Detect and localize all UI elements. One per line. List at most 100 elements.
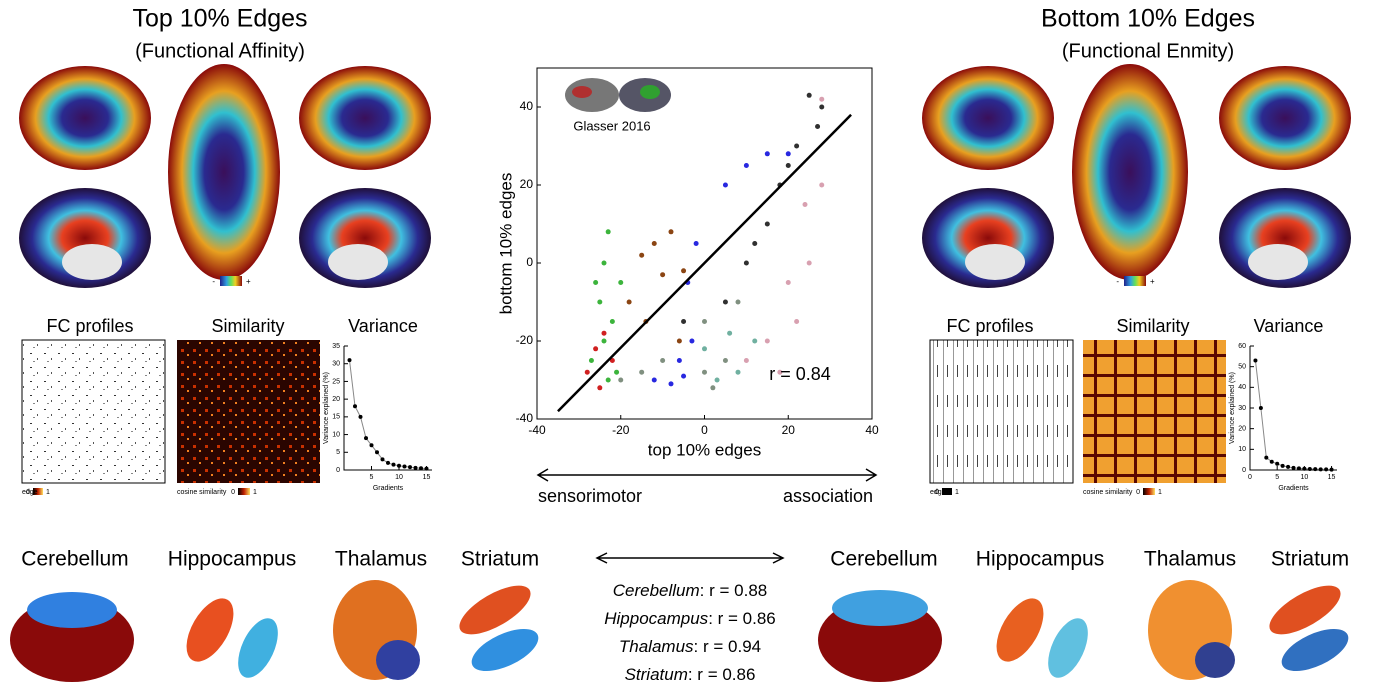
point — [626, 299, 632, 305]
point — [419, 466, 423, 471]
y-tick-label: 0 — [526, 255, 533, 269]
point — [601, 260, 607, 266]
point — [727, 330, 733, 336]
y-tick-label: 40 — [1238, 384, 1246, 391]
point — [386, 460, 390, 465]
arrows — [536, 468, 878, 564]
point — [1302, 466, 1307, 471]
point — [764, 221, 770, 227]
point — [702, 369, 707, 375]
point — [1313, 467, 1318, 472]
point — [609, 319, 615, 324]
subcortical — [10, 580, 1349, 682]
point — [1280, 463, 1285, 468]
y-tick-label: 5 — [336, 449, 340, 456]
point — [806, 260, 812, 266]
region-label: Striatum — [1271, 548, 1349, 571]
matrix-legend-tick: 1 — [253, 489, 257, 496]
point — [347, 358, 352, 363]
point — [1318, 467, 1323, 472]
point — [735, 299, 741, 305]
matrix-legend-tick: 0 — [231, 489, 235, 496]
point — [1286, 464, 1291, 469]
x-axis-label: Gradients — [373, 485, 404, 492]
point — [710, 385, 716, 391]
point — [785, 280, 791, 285]
point — [714, 377, 720, 383]
point — [681, 268, 687, 274]
matrices — [21, 339, 1226, 495]
point — [397, 463, 401, 468]
point — [735, 369, 741, 375]
point — [819, 104, 825, 110]
matrix-title: Similarity — [211, 316, 284, 336]
matrix-legend: cosine similarity — [1083, 489, 1133, 496]
axis-end-label: association — [783, 486, 873, 506]
region-label: Thalamus — [1144, 548, 1236, 571]
point — [1329, 467, 1334, 472]
y-tick-label: 20 — [520, 177, 534, 191]
x-tick-label: 15 — [1328, 474, 1336, 481]
point — [364, 436, 368, 441]
line — [1254, 360, 1332, 471]
region-label: Hippocampus — [976, 548, 1104, 571]
y-tick-label: -20 — [516, 333, 534, 347]
point — [391, 462, 396, 467]
subtitle: (Functional Enmity) — [1062, 40, 1234, 62]
point — [1307, 466, 1312, 471]
point — [794, 319, 800, 324]
y-tick-label: 35 — [332, 343, 340, 350]
y-tick-label: 0 — [336, 467, 340, 474]
x-tick-label: 0 — [701, 423, 708, 437]
y-tick-label: 10 — [332, 431, 340, 438]
annotation: r = 0.84 — [769, 364, 831, 384]
point — [601, 330, 607, 336]
point — [722, 299, 728, 305]
point — [660, 358, 666, 363]
x-tick-label: 15 — [423, 474, 431, 481]
point — [794, 143, 800, 149]
inset-label: Glasser 2016 — [573, 118, 650, 133]
region-label: Cerebellum — [21, 548, 128, 571]
point — [1253, 358, 1258, 363]
brains-left — [19, 64, 431, 288]
point — [618, 280, 624, 285]
matrix-legend-tick: 0 — [935, 489, 939, 496]
point — [785, 151, 791, 157]
point — [605, 229, 611, 235]
region-label: Hippocampus — [168, 548, 296, 571]
colorbar-label: + — [1150, 277, 1155, 286]
point — [819, 182, 825, 188]
correlation: Striatum: r = 0.86 — [625, 665, 756, 684]
subtitle: (Functional Affinity) — [135, 40, 305, 62]
point — [752, 241, 758, 246]
point — [1324, 467, 1329, 472]
point — [609, 358, 615, 363]
correlation-value: : r = 0.94 — [694, 637, 762, 656]
point — [660, 272, 666, 278]
point — [358, 414, 363, 419]
x-tick-label: 0 — [1248, 474, 1252, 481]
x-axis-label: Gradients — [1278, 485, 1309, 492]
point — [752, 338, 758, 344]
point — [651, 377, 657, 383]
matrix-title: FC profiles — [946, 316, 1033, 336]
matrix-legend-tick: 1 — [46, 489, 50, 496]
point — [639, 369, 645, 375]
point — [353, 404, 357, 409]
point — [668, 229, 674, 235]
axis-line — [1249, 346, 1337, 471]
point — [402, 464, 407, 469]
fit-line — [557, 113, 852, 413]
correlation-value: : r = 0.88 — [700, 581, 768, 600]
matrix-legend-tick: 0 — [1136, 489, 1140, 496]
y-axis-label: bottom 10% edges — [496, 173, 515, 315]
region-label: Striatum — [461, 548, 539, 571]
region-label: Cerebellum — [830, 548, 937, 571]
correlation-value: : r = 0.86 — [688, 665, 756, 684]
point — [593, 280, 599, 285]
point — [764, 338, 770, 344]
title: Bottom 10% Edges — [1041, 5, 1255, 33]
point — [408, 465, 412, 470]
